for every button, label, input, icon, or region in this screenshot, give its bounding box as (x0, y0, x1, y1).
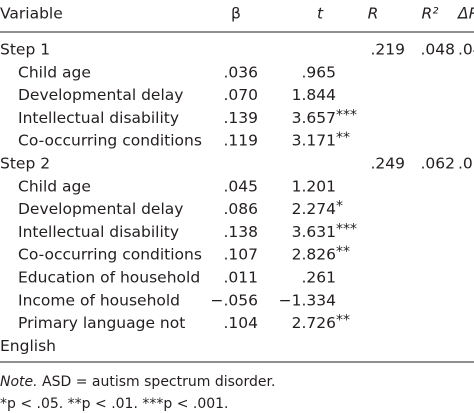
beta-value: .070 (223, 86, 258, 104)
header-beta: β (231, 5, 241, 23)
step-label: Step 1 (0, 41, 50, 59)
row-label: Child age (18, 63, 91, 81)
t-value: 2.826 (292, 246, 336, 264)
note: Note. ASD = autism spectrum disorder. (0, 374, 275, 390)
row-label: Income of household (18, 291, 180, 309)
header-dr2: ΔR² (457, 5, 474, 23)
row-label: Co-occurring conditions (18, 246, 202, 264)
significance: ** (336, 130, 350, 146)
t-value: .261 (301, 269, 336, 287)
significance: ** (336, 244, 350, 260)
beta-value: .138 (223, 223, 258, 241)
row-label: Intellectual disability (18, 223, 179, 241)
row-label: Education of household (18, 269, 200, 287)
r-value: .219 (370, 41, 405, 59)
beta-value: .119 (223, 132, 258, 150)
t-value: .965 (301, 63, 336, 81)
significance: ** (336, 313, 350, 329)
t-value: 2.726 (292, 314, 336, 332)
row-label: Co-occurring conditions (18, 132, 202, 150)
t-value: 1.844 (292, 86, 336, 104)
row-label: Developmental delay (18, 200, 183, 218)
beta-value: .045 (223, 177, 258, 195)
row-label: Intellectual disability (18, 109, 179, 127)
r-value: .249 (370, 155, 405, 173)
r2-value: .048 (420, 41, 455, 59)
significance: * (336, 199, 343, 215)
dr2-value: .048 (458, 41, 474, 59)
dr2-value: .014 (458, 155, 474, 173)
note-text: ASD = autism spectrum disorder. (42, 374, 275, 390)
beta-value: .036 (223, 63, 258, 81)
t-value: 1.201 (292, 177, 336, 195)
significance: *** (336, 107, 357, 123)
t-value: 3.631 (292, 223, 336, 241)
header-r2: R² (422, 5, 439, 23)
footnote: *p < .05. **p < .01. ***p < .001. (0, 396, 229, 412)
row-label: Developmental delay (18, 86, 183, 104)
step-label: Step 2 (0, 155, 50, 173)
t-value: 2.274 (292, 200, 336, 218)
row-label: Child age (18, 177, 91, 195)
t-value: −1.334 (279, 291, 336, 309)
header-variable: Variable (0, 5, 63, 23)
r2-value: .062 (420, 155, 455, 173)
beta-value: .107 (223, 246, 258, 264)
beta-value: .139 (223, 109, 258, 127)
t-value: 3.171 (292, 132, 336, 150)
note-label: Note. (0, 374, 38, 390)
header-r: R (368, 5, 379, 23)
beta-value: .086 (223, 200, 258, 218)
t-value: 3.657 (292, 109, 336, 127)
header-t: t (317, 5, 324, 23)
row-label: English (0, 337, 56, 355)
row-label: Primary language not (18, 314, 185, 332)
beta-value: .104 (223, 314, 258, 332)
beta-value: .011 (223, 269, 258, 287)
beta-value: −.056 (211, 291, 259, 309)
significance: *** (336, 221, 357, 237)
